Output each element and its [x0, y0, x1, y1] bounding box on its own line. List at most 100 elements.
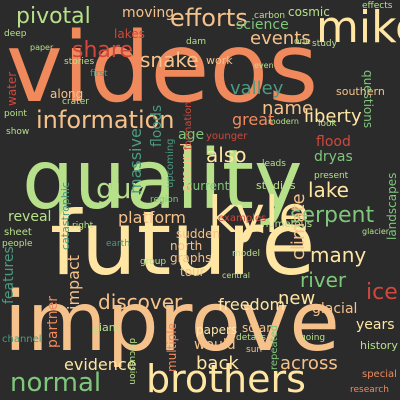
word-ice: ice — [366, 280, 398, 305]
word-sun: sun — [246, 345, 263, 355]
word-deep: deep — [4, 29, 27, 39]
word-efforts: efforts — [170, 4, 248, 32]
word-research: research — [350, 385, 389, 395]
word-floods: floods — [149, 104, 165, 147]
word-cosmic: cosmic — [288, 5, 330, 19]
word-also: also — [206, 143, 247, 167]
word-back: back — [196, 353, 239, 374]
word-carbon: carbon — [254, 11, 286, 21]
word-giant: giant — [92, 321, 121, 334]
word-central: central — [222, 271, 250, 280]
word-great: great — [232, 110, 275, 129]
word-leads: leads — [262, 159, 286, 169]
word-along: along — [50, 87, 84, 101]
word-features: features — [1, 246, 17, 304]
word-younger: younger — [206, 131, 248, 142]
word-events: events — [250, 28, 311, 49]
word-history: history — [360, 339, 398, 352]
word-one: one — [294, 37, 311, 47]
word-studies: studies — [256, 179, 296, 192]
word-future: future — [50, 192, 316, 295]
word-modern: modern — [268, 117, 299, 126]
word-details: details — [236, 333, 266, 343]
word-information: information — [36, 106, 175, 134]
word-lake: lake — [308, 178, 349, 202]
word-massive: massive — [126, 128, 145, 194]
word-repeated: repeated — [269, 324, 280, 370]
word-crater: crater — [62, 97, 89, 107]
word-paper: paper — [30, 43, 54, 52]
word-freedom: freedom — [218, 295, 286, 314]
word-age: age — [178, 127, 205, 143]
word-sheet: sheet — [4, 227, 32, 238]
word-graphs: graphs — [170, 251, 212, 265]
word-years: years — [356, 317, 395, 333]
word-group: group — [140, 257, 167, 267]
word-region: region — [150, 195, 179, 205]
word-glacier: glacier — [362, 227, 390, 236]
word-many: many — [310, 243, 367, 267]
word-show: show — [6, 127, 30, 137]
word-dam: dam — [186, 37, 206, 47]
word-current: current — [186, 179, 230, 193]
word-would: would — [194, 337, 236, 353]
word-model: model — [232, 249, 261, 259]
word-lakes: lakes — [114, 27, 145, 41]
word-study: study — [312, 39, 337, 49]
word-glacial: glacial — [312, 301, 358, 317]
word-even: even — [254, 61, 274, 70]
word-dryas: dryas — [314, 149, 353, 165]
word-new: new — [278, 288, 316, 309]
word-solar: solar — [242, 321, 272, 335]
word-effects: effects — [362, 1, 393, 11]
word-valley: valley — [230, 78, 284, 99]
word-first: first — [90, 69, 108, 79]
word-videos: videos — [6, 12, 319, 124]
word-name: name — [262, 98, 314, 119]
word-catastrophic: catastrophic — [59, 182, 72, 250]
word-quality: quality — [22, 133, 303, 228]
word-channel: channel — [2, 334, 42, 345]
word-present: present — [314, 171, 349, 181]
word-stories: stories — [64, 57, 95, 67]
word-people: people — [2, 239, 33, 249]
word-formation: formation — [183, 101, 194, 150]
word-point: point — [4, 109, 27, 119]
word-discover: discover — [98, 290, 183, 314]
word-southern: southern — [336, 85, 385, 98]
word-upcoming: upcoming — [165, 138, 176, 188]
word-serpent: serpent — [290, 203, 375, 228]
word-going: going — [300, 333, 326, 343]
word-guy: guy — [96, 172, 149, 205]
word-flood: flood — [316, 134, 351, 150]
word-around: around — [179, 142, 195, 192]
word-multiple: multiple — [165, 322, 179, 372]
word-river: river — [300, 268, 347, 292]
word-across: across — [280, 353, 338, 374]
word-partner: partner — [45, 296, 61, 348]
word-brothers: brothers — [146, 357, 306, 400]
word-reveal: reveal — [8, 209, 52, 225]
word-pivotal: pivotal — [16, 4, 91, 29]
word-discussion: discussion — [127, 338, 137, 385]
word-science: science — [236, 17, 289, 33]
word-numerous: numerous — [262, 219, 313, 230]
word-snake: snake — [140, 48, 199, 72]
word-north: north — [170, 239, 203, 253]
word-examples: examples — [218, 213, 267, 224]
word-platform: platform — [118, 208, 186, 227]
word-evidence: evidence — [64, 355, 137, 374]
word-earth: earth — [106, 239, 130, 249]
word-improve: improve — [4, 275, 340, 370]
word-impact: impact — [64, 254, 83, 310]
word-tour: tour — [180, 265, 205, 279]
word-special: special — [362, 369, 397, 380]
word-right: right — [72, 221, 94, 231]
word-papers: papers — [196, 323, 238, 337]
word-kyle: kyle — [208, 186, 310, 244]
word-moving: moving — [122, 5, 175, 21]
word-liberty: liberty — [304, 106, 362, 127]
word-sudden: sudden — [176, 227, 221, 241]
word-mike: mike — [316, 2, 400, 53]
